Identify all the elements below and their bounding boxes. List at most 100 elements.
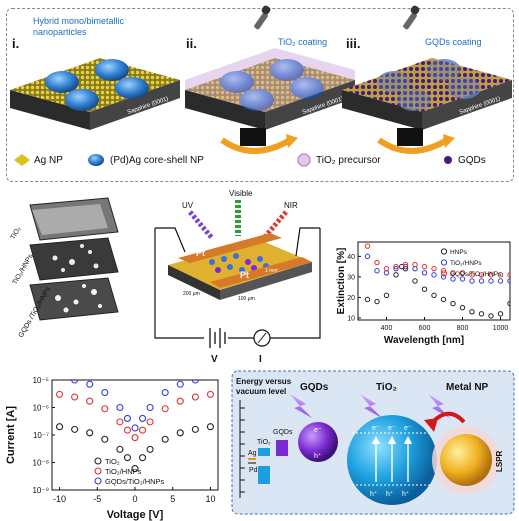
data-point <box>55 390 64 398</box>
legend-label: TiO₂ <box>105 457 120 466</box>
axis-ticks: -10 -5 0 5 10 10⁻⁹ 10⁻⁸ 10⁻⁷ 10⁻⁶ 10⁻⁵ <box>32 376 215 504</box>
title-line: vacuum level <box>236 387 286 396</box>
data-point <box>146 418 154 426</box>
tio2-vb <box>258 466 270 484</box>
substrate-side-right <box>265 80 355 130</box>
data-point <box>123 414 132 422</box>
sem-particles <box>55 284 102 313</box>
y-tick-label: 20 <box>347 295 355 302</box>
sem-label: TiO₂/HNPs <box>12 253 35 286</box>
sem-image-tio2-hnps <box>29 237 119 281</box>
gqds-title: GQDs <box>300 382 329 393</box>
data-point <box>86 380 94 388</box>
core-shell-np <box>270 59 304 81</box>
data-point <box>101 405 109 413</box>
dropper-icon <box>403 5 420 30</box>
data-point <box>364 243 371 249</box>
data-point <box>364 253 371 260</box>
data-point <box>507 272 510 278</box>
nir-light-icon <box>262 210 288 240</box>
core-shell-np <box>95 59 129 81</box>
data-point <box>116 418 124 426</box>
hole-label: h⁺ <box>314 452 322 460</box>
y-tick-label: 10⁻⁵ <box>33 376 49 385</box>
step-caption: GQDs coating <box>425 37 482 47</box>
arrow-head <box>443 134 455 148</box>
data-point <box>488 272 494 278</box>
x-tick-label: 10 <box>205 494 215 504</box>
core-shell-np <box>240 89 274 111</box>
data-point <box>206 423 215 431</box>
data-point <box>488 278 494 284</box>
legend-marker <box>440 270 448 277</box>
electron-label: e⁻ <box>404 425 412 432</box>
data-point <box>478 278 485 284</box>
data-point <box>412 278 418 284</box>
data-point <box>374 298 380 305</box>
data-point <box>450 276 456 282</box>
data-point <box>507 278 510 284</box>
gqd-sphere <box>298 422 338 462</box>
data-point <box>374 268 380 274</box>
data-point <box>497 272 504 278</box>
x-tick-label: 1000 <box>493 325 509 332</box>
step-number: i. <box>12 36 19 51</box>
core-shell-np <box>45 71 79 93</box>
data-points <box>55 380 215 473</box>
data-point <box>431 272 437 278</box>
chart-legend: HNPs TiO₂/HNPs GQDs/TiO₂/HNPs <box>440 248 502 278</box>
data-point <box>393 272 399 278</box>
substrate-top <box>10 58 180 112</box>
substrate-side-left <box>342 90 422 130</box>
synthesis-panel <box>6 8 514 182</box>
data-point <box>421 263 428 270</box>
data-point <box>71 393 79 401</box>
spin-chuck <box>397 128 423 146</box>
x-tick-label: 400 <box>381 325 393 332</box>
substrate-side-left <box>10 90 90 130</box>
step-iii: iii. GQDs coating Sapphire (0001) <box>342 5 512 154</box>
data-point <box>450 300 456 307</box>
axis-ticks: 400 600 800 1000 10 20 30 40 <box>347 254 508 332</box>
step-ii: ii. TiO₂ coating Sapphire (0001) <box>185 5 355 154</box>
data-point <box>176 397 184 405</box>
title-line: Energy versus <box>236 377 292 386</box>
data-point <box>101 388 109 397</box>
electron-label: e⁻ <box>314 427 322 434</box>
dim-gap: 200 µm <box>183 291 200 297</box>
y-axis-label: Extinction [%] <box>336 248 347 315</box>
legend-label: HNPs <box>450 249 468 256</box>
data-point <box>146 403 154 412</box>
caption-line: Hybrid mono/bimetallic <box>33 16 125 26</box>
device-side <box>220 262 312 300</box>
core-shell-np <box>65 89 99 111</box>
data-point <box>101 435 109 443</box>
tio2-precursor-icon <box>297 153 311 167</box>
metal-np-sphere <box>440 434 492 486</box>
data-point <box>393 263 399 270</box>
y-tick-label: 10⁻⁶ <box>33 404 49 413</box>
data-point <box>364 296 371 303</box>
data-point <box>450 270 456 276</box>
legend-marker <box>440 259 448 266</box>
ag-label: Ag <box>248 450 257 457</box>
y-tick-label: 10⁻⁹ <box>32 486 49 495</box>
legend-label: Ag NP <box>34 155 63 166</box>
tio2-film <box>185 48 355 112</box>
y-tick-label: 10⁻⁷ <box>33 431 49 440</box>
data-point <box>191 393 199 401</box>
spin-chuck <box>240 128 266 146</box>
y-tick-label: 10⁻⁸ <box>33 459 50 468</box>
data-point <box>440 274 447 280</box>
electron-label: e⁻ <box>388 425 396 432</box>
ag-np-icon <box>14 154 30 166</box>
data-points <box>364 243 510 319</box>
legend-label: (Pd)Ag core-shell NP <box>110 155 204 166</box>
data-point <box>123 454 132 462</box>
device-side <box>168 265 220 300</box>
step-number: iii. <box>346 36 360 51</box>
x-tick-label: 5 <box>170 494 175 504</box>
data-point <box>402 263 409 270</box>
y-axis-label: Current [A] <box>5 406 17 464</box>
data-point <box>459 304 466 311</box>
